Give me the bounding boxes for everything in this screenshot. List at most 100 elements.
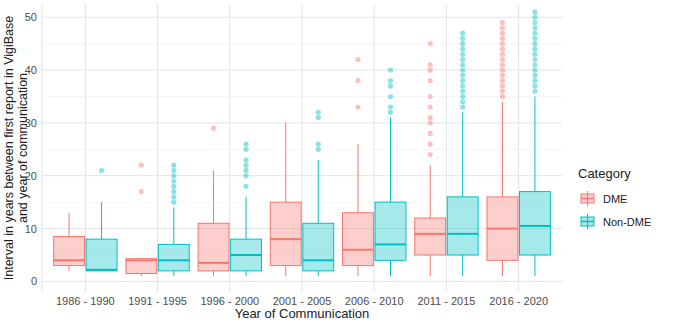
outlier <box>460 83 465 88</box>
outlier <box>532 57 537 62</box>
outlier <box>428 141 433 146</box>
outlier <box>460 30 465 35</box>
outlier <box>243 147 248 152</box>
median <box>415 233 446 235</box>
box-group <box>375 67 406 276</box>
outlier <box>243 173 248 178</box>
whisker-upper <box>101 202 102 239</box>
box-group <box>86 168 117 271</box>
outlier <box>500 30 505 35</box>
outlier <box>171 189 176 194</box>
outlier <box>243 163 248 168</box>
outlier <box>460 67 465 72</box>
box-group <box>447 30 478 276</box>
outlier <box>460 41 465 46</box>
outlier <box>532 41 537 46</box>
whisker-lower <box>462 255 463 276</box>
outlier <box>171 163 176 168</box>
box-group <box>270 123 301 276</box>
median <box>487 228 518 230</box>
x-tick-label: 1991 - 1995 <box>128 295 187 307</box>
y-tick-label: 0 <box>31 275 37 287</box>
box-group <box>126 163 157 277</box>
outlier <box>500 20 505 25</box>
box-group <box>343 57 374 276</box>
outlier <box>500 25 505 30</box>
outlier <box>500 52 505 57</box>
outlier <box>428 104 433 109</box>
box <box>447 197 478 255</box>
legend-title: Category <box>578 166 631 181</box>
box-group <box>415 41 446 276</box>
median <box>231 254 262 256</box>
box <box>270 202 301 265</box>
outlier <box>532 83 537 88</box>
outlier <box>500 36 505 41</box>
box <box>86 239 117 271</box>
legend-key-median <box>581 221 594 223</box>
outlier <box>460 89 465 94</box>
outlier <box>460 104 465 109</box>
outlier <box>243 184 248 189</box>
outlier <box>500 57 505 62</box>
outlier <box>460 52 465 57</box>
outlier <box>316 141 321 146</box>
outlier <box>388 104 393 109</box>
outlier <box>171 178 176 183</box>
box <box>519 192 550 255</box>
y-tick-label: 10 <box>25 223 37 235</box>
outlier <box>428 115 433 120</box>
legend-key-bg <box>579 190 596 207</box>
outlier <box>316 147 321 152</box>
outlier <box>460 62 465 67</box>
whisker-upper <box>357 144 358 213</box>
outlier <box>532 78 537 83</box>
legend-label: Non-DME <box>603 216 651 228</box>
outlier <box>532 67 537 72</box>
whisker-upper <box>534 96 535 191</box>
outlier <box>243 168 248 173</box>
whisker-upper <box>390 118 391 203</box>
whisker-lower <box>390 260 391 276</box>
outlier <box>428 94 433 99</box>
legend: CategoryDMENon-DME <box>578 166 651 230</box>
median <box>270 238 301 240</box>
median <box>198 262 229 264</box>
y-axis-title-line: Interval in years between first report i… <box>2 16 16 281</box>
outlier <box>171 168 176 173</box>
outlier <box>428 67 433 72</box>
whisker-lower <box>69 266 70 271</box>
outlier <box>532 30 537 35</box>
median <box>126 259 157 261</box>
outlier <box>139 163 144 168</box>
median <box>447 233 478 235</box>
median <box>375 243 406 245</box>
box-group <box>158 163 189 277</box>
outlier <box>500 67 505 72</box>
box <box>54 237 85 266</box>
outlier <box>428 62 433 67</box>
whisker-upper <box>69 213 70 237</box>
x-tick-label: 2011 - 2015 <box>417 295 475 307</box>
outlier <box>139 189 144 194</box>
outlier <box>532 15 537 20</box>
y-axis-title: Interval in years between first report i… <box>2 16 30 281</box>
outlier <box>460 99 465 104</box>
outlier <box>500 78 505 83</box>
box-group <box>198 126 229 277</box>
whisker-upper <box>462 112 463 197</box>
whisker-lower <box>534 255 535 276</box>
outlier <box>428 120 433 125</box>
whisker-upper <box>285 123 286 202</box>
median <box>343 249 374 251</box>
whisker-upper <box>213 170 214 223</box>
box-group <box>231 141 262 276</box>
box-group <box>487 20 518 276</box>
median <box>54 259 85 261</box>
outlier <box>428 152 433 157</box>
outlier <box>388 94 393 99</box>
outlier <box>171 173 176 178</box>
box <box>487 197 518 260</box>
chart: 010203040501986 - 19901991 - 19951996 - … <box>0 0 685 322</box>
outlier <box>388 67 393 72</box>
